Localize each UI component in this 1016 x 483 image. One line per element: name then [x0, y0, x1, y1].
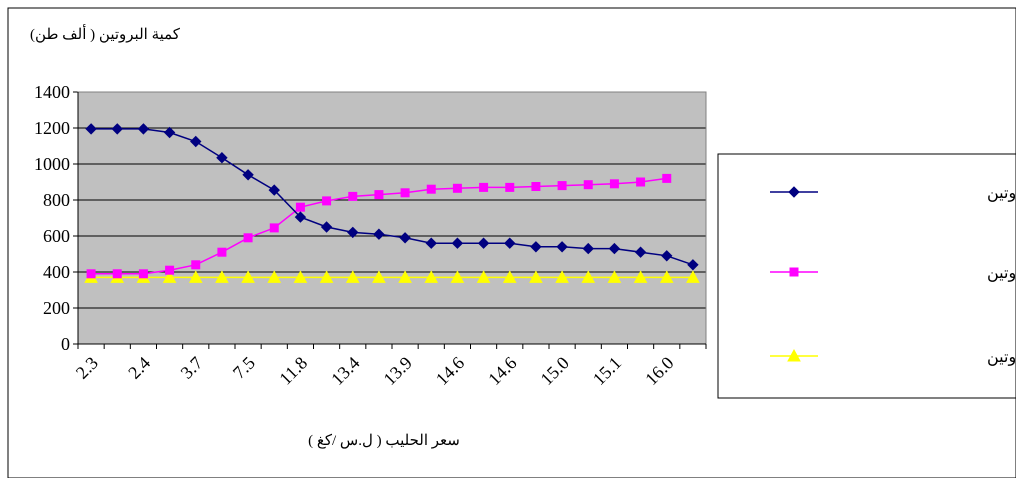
data-point — [476, 270, 491, 283]
data-point — [582, 242, 594, 255]
data-point — [452, 183, 462, 193]
x-axis-title: سعر الحليب ( ل.س /كغ ) — [308, 433, 460, 449]
data-point — [687, 259, 699, 271]
y-tick-label: 200 — [43, 298, 70, 318]
legend-label: العرض من البروتين — [987, 265, 1016, 282]
data-point — [269, 223, 279, 233]
legend-marker — [787, 348, 801, 362]
y-tick-label: 400 — [43, 262, 70, 282]
y-tick-label: 600 — [43, 226, 70, 246]
data-point — [477, 237, 490, 249]
data-point — [636, 177, 646, 187]
data-point — [451, 237, 464, 249]
data-point — [372, 270, 386, 283]
data-point — [479, 182, 489, 192]
data-point — [295, 202, 305, 212]
data-point — [661, 250, 673, 262]
data-point — [557, 181, 567, 191]
legend-label: الاحتياج من البروتين — [987, 349, 1016, 366]
data-point — [85, 123, 97, 135]
y-axis-title: كمية البروتين ( ألف طن) — [30, 24, 181, 43]
plot-background — [78, 92, 706, 344]
data-point — [555, 270, 569, 283]
data-point — [111, 123, 123, 135]
data-point — [191, 260, 201, 270]
data-point — [633, 270, 648, 283]
data-point — [320, 221, 333, 233]
data-point — [242, 169, 254, 181]
data-point — [217, 247, 227, 257]
data-point — [294, 211, 307, 223]
data-point — [583, 180, 593, 190]
data-point — [373, 228, 385, 240]
data-point — [293, 270, 308, 283]
data-point — [268, 184, 280, 196]
y-tick-label: 0 — [61, 334, 70, 354]
data-point — [348, 191, 358, 201]
data-point — [216, 151, 228, 164]
data-point — [374, 190, 384, 200]
data-point — [505, 182, 515, 192]
data-point — [502, 270, 517, 283]
data-point — [529, 270, 543, 283]
data-point — [345, 270, 360, 283]
data-point — [425, 237, 437, 249]
data-point — [531, 182, 541, 191]
data-point — [686, 270, 700, 283]
data-point — [530, 241, 542, 253]
data-point — [243, 233, 253, 243]
data-point — [504, 237, 516, 249]
data-point — [188, 270, 203, 283]
data-point — [267, 270, 282, 283]
data-point — [347, 226, 359, 239]
y-tick-label: 1200 — [34, 118, 70, 138]
data-point — [450, 270, 465, 283]
y-tick-label: 1400 — [34, 82, 70, 102]
data-point — [662, 173, 672, 183]
legend-marker — [788, 186, 800, 198]
data-point — [581, 270, 596, 283]
legend-marker — [789, 267, 799, 277]
data-point — [607, 270, 622, 283]
data-point — [319, 270, 334, 283]
data-point — [215, 270, 229, 283]
data-point — [163, 126, 176, 139]
data-point — [556, 241, 568, 253]
legend: الطلب على البروتين العرض من البروتين الاحت… — [770, 185, 1016, 366]
data-point — [137, 123, 150, 135]
data-point — [608, 242, 621, 255]
data-point — [165, 265, 175, 275]
data-point — [322, 196, 332, 206]
data-point — [162, 270, 177, 283]
data-point — [398, 270, 412, 283]
data-point — [634, 246, 647, 258]
y-tick-label: 1000 — [34, 154, 70, 174]
data-point — [426, 184, 436, 194]
data-point — [241, 270, 255, 283]
y-tick-label: 800 — [43, 190, 70, 210]
data-point — [190, 135, 202, 148]
data-point — [609, 179, 619, 189]
data-point — [86, 269, 96, 279]
data-point — [112, 269, 122, 279]
data-point — [399, 232, 411, 244]
data-point — [138, 269, 148, 279]
legend-label: الطلب على البروتين — [987, 185, 1016, 202]
data-point — [400, 188, 410, 198]
data-point — [659, 270, 674, 283]
legend-box — [717, 153, 1016, 399]
data-point — [424, 270, 439, 283]
